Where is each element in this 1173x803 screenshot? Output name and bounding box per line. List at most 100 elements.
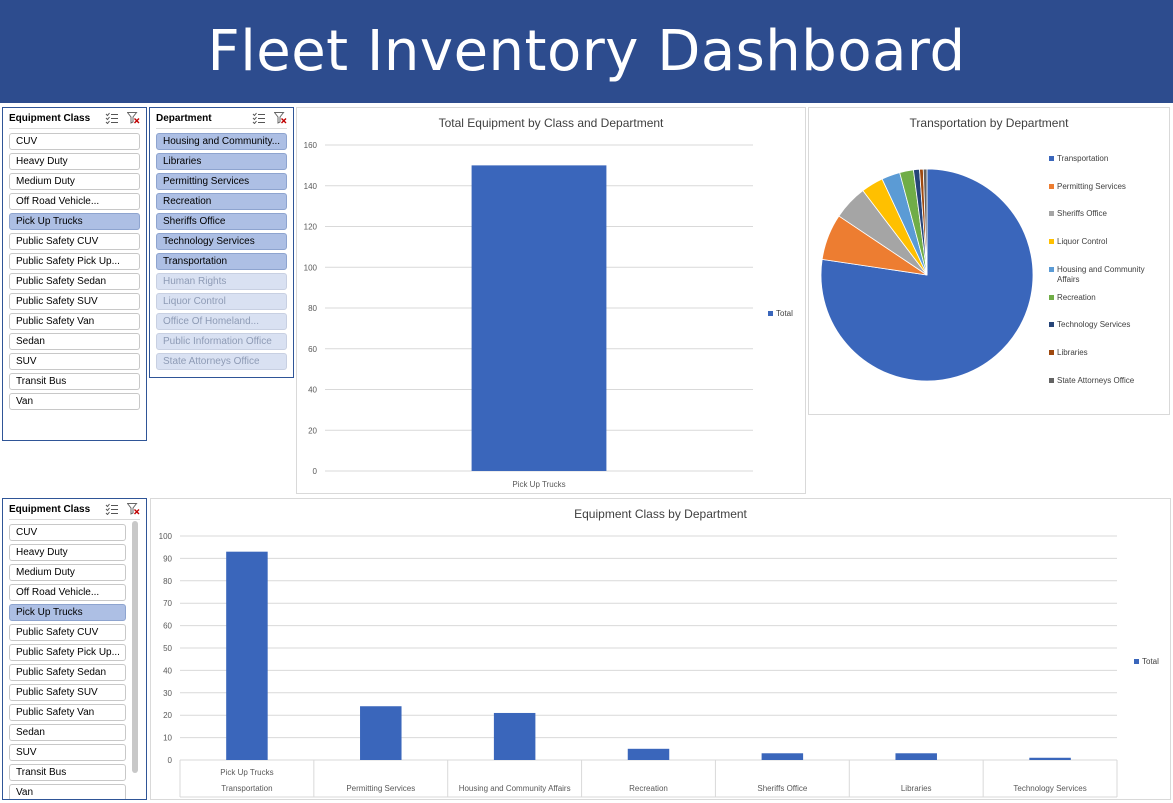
slicer-item[interactable]: Public Safety SUV [9,684,126,701]
slicer-item[interactable]: Libraries [156,153,287,170]
legend-swatch [1049,211,1054,216]
slicer-item[interactable]: Sedan [9,724,126,741]
legend-item: Total [1134,657,1159,666]
slicer-item[interactable]: Public Information Office [156,333,287,350]
slicer-item[interactable]: Public Safety CUV [9,624,126,641]
slicer-item[interactable]: Public Safety Van [9,313,140,330]
title-banner: Fleet Inventory Dashboard [0,0,1173,103]
legend-swatch [1134,659,1139,664]
y-tick-label: 120 [304,223,318,232]
legend-label: State Attorneys Office [1057,376,1135,385]
slicer-title: Equipment Class [9,112,91,124]
bar[interactable] [471,165,607,471]
bar[interactable] [627,748,670,760]
x-tick-label: Technology Services [1013,784,1086,793]
clear-filter-icon[interactable] [274,112,287,124]
slicer-item[interactable]: Van [9,784,126,799]
y-tick-label: 10 [163,734,172,743]
slicer-item[interactable]: Public Safety CUV [9,233,140,250]
multi-select-icon[interactable] [252,112,266,124]
slicer-item[interactable]: Public Safety Sedan [9,664,126,681]
slicer-item[interactable]: Off Road Vehicle... [9,584,126,601]
slicer-divider [156,128,287,129]
slicer-item[interactable]: Pick Up Trucks [9,604,126,621]
y-tick-label: 30 [163,689,172,698]
slicer-item[interactable]: Heavy Duty [9,544,126,561]
legend-label: Total [1142,657,1159,666]
total-equipment-bar-chart: 0 20 40 60 80 100 120 140 160 Pick Up Trucks [304,141,753,489]
chart-legend: Total [768,309,793,318]
slicer-item[interactable]: Van [9,393,140,410]
slicer-title: Equipment Class [9,503,91,515]
y-tick-label: 40 [308,386,317,395]
slicer-item[interactable]: CUV [9,524,126,541]
legend-label: Technology Services [1057,320,1131,329]
total-equipment-chart: Total Equipment by Class and Department … [296,107,806,494]
legend-swatch [1049,350,1054,355]
slicer-item[interactable]: Public Safety Pick Up... [9,253,140,270]
slicer-item[interactable]: Housing and Community... [156,133,287,150]
equipment-class-slicer: Equipment Class CUV Heavy Duty Medium Duty… [2,107,147,441]
slicer-scrollbar[interactable] [132,521,138,773]
slicer-item[interactable]: Public Safety Pick Up... [9,644,126,661]
bar[interactable] [360,706,402,760]
chart-legend: Total [1134,657,1159,666]
slicer-item[interactable]: Sheriffs Office [156,213,287,230]
slicer-item[interactable]: Transit Bus [9,764,126,781]
slicer-item[interactable]: Transportation [156,253,287,270]
bar[interactable] [1029,757,1071,760]
legend-item: Libraries [1049,348,1159,358]
x-tick-label: Housing and Community Affairs [459,784,571,793]
slicer-item[interactable]: Recreation [156,193,287,210]
slicer-item[interactable]: Medium Duty [9,173,140,190]
slicer-item[interactable]: Transit Bus [9,373,140,390]
legend-swatch [1049,267,1054,272]
x-tick-label: Libraries [901,784,932,793]
pie-slice[interactable] [922,168,928,276]
slicer-item[interactable]: Heavy Duty [9,153,140,170]
equipment-class-slicer-bottom: Equipment Class CUV Heavy Duty Medium Duty… [2,498,147,800]
slicer-item[interactable]: Technology Services [156,233,287,250]
slicer-header: Equipment Class [3,108,146,128]
x-tick-label: Sheriffs Office [757,784,808,793]
slicer-item[interactable]: Human Rights [156,273,287,290]
bar[interactable] [761,753,804,760]
slicer-item[interactable]: Pick Up Trucks [9,213,140,230]
slicer-item[interactable]: Public Safety Van [9,704,126,721]
slicer-item[interactable]: Medium Duty [9,564,126,581]
slicer-item[interactable]: SUV [9,744,126,761]
slicer-item[interactable]: CUV [9,133,140,150]
chart-title: Transportation by Department [909,116,1069,130]
multi-select-icon[interactable] [105,112,119,124]
x-tick-label: Transportation [221,784,272,793]
bar[interactable] [895,753,937,760]
multi-select-icon[interactable] [105,503,119,515]
legend-item: Recreation [1049,293,1159,303]
bar[interactable] [493,712,536,760]
y-tick-label: 100 [159,532,173,541]
slicer-item[interactable]: Public Safety Sedan [9,273,140,290]
equipment-class-bar-chart: 0 10 20 30 40 50 60 70 80 90 100 Pick Up Trucks Tran… [159,532,1118,798]
legend-swatch [1049,378,1054,383]
clear-filter-icon[interactable] [127,112,140,124]
y-tick-label: 0 [168,756,173,765]
bar[interactable] [226,551,268,760]
x-tick-label: Pick Up Trucks [512,480,565,489]
clear-filter-icon[interactable] [127,503,140,515]
slicer-item[interactable]: State Attorneys Office [156,353,287,370]
pie-slice[interactable] [820,168,1034,382]
chart-title: Equipment Class by Department [574,507,747,521]
slicer-item[interactable]: Office Of Homeland... [156,313,287,330]
slicer-items: CUV Heavy Duty Medium Duty Off Road Vehicle… [3,133,146,410]
slicer-item[interactable]: Liquor Control [156,293,287,310]
slicer-item[interactable]: Off Road Vehicle... [9,193,140,210]
slicer-item[interactable]: Sedan [9,333,140,350]
slicer-item[interactable]: Permitting Services [156,173,287,190]
equipment-class-by-department-chart: Equipment Class by Department 0 10 20 30 40 5… [150,498,1171,800]
slicer-item[interactable]: Public Safety SUV [9,293,140,310]
y-tick-label: 60 [163,622,172,631]
slicer-item[interactable]: SUV [9,353,140,370]
legend-label: Liquor Control [1057,237,1108,246]
slicer-header: Department [150,108,293,128]
